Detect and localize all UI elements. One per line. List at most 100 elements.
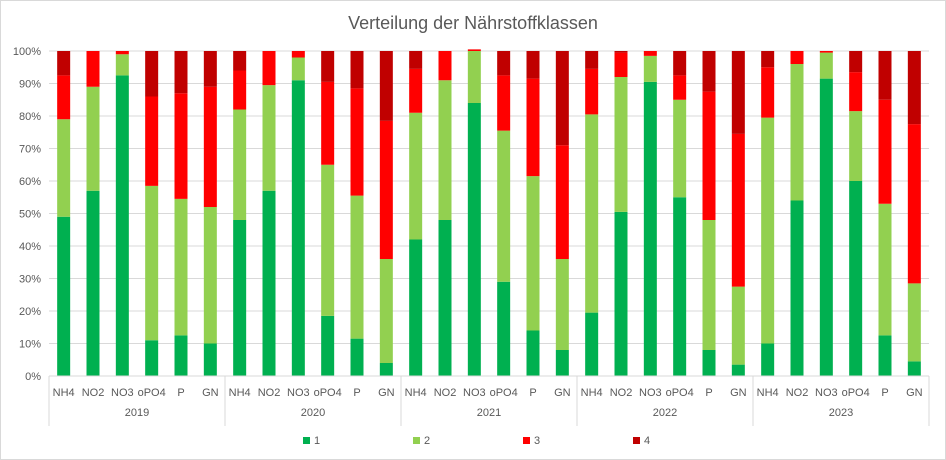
bar-segment-class-3 — [702, 91, 716, 220]
bar-segment-class-3 — [526, 78, 540, 177]
bar-segment-class-2 — [643, 55, 657, 82]
legend-swatch — [523, 437, 530, 444]
bar-segment-class-3 — [497, 75, 511, 131]
bar-segment-class-4 — [761, 51, 775, 68]
bar-segment-class-4 — [145, 51, 159, 97]
x-tick-label: NH4 — [757, 387, 779, 399]
x-tick-label: GN — [202, 387, 219, 399]
bar-segment-class-1 — [585, 312, 599, 376]
group-label: 2019 — [125, 407, 149, 419]
bar-segment-class-1 — [849, 181, 863, 376]
bar-segment-class-1 — [233, 220, 247, 376]
legend-swatch — [303, 437, 310, 444]
y-tick-label: 100% — [13, 46, 41, 58]
bar-segment-class-3 — [86, 51, 100, 87]
bar-segment-class-2 — [907, 283, 921, 362]
bar-segment-class-2 — [731, 286, 745, 365]
bar-segment-class-3 — [731, 133, 745, 287]
y-tick-label: 20% — [19, 306, 41, 318]
x-tick-label: P — [177, 387, 184, 399]
bar-segment-class-3 — [203, 86, 217, 207]
x-tick-label: oPO4 — [138, 387, 166, 399]
bar-segment-class-2 — [409, 112, 423, 240]
x-tick-label: P — [529, 387, 536, 399]
bar-segment-class-2 — [555, 259, 569, 350]
x-tick-label: GN — [378, 387, 395, 399]
x-tick-label: NO3 — [111, 387, 134, 399]
bar-segment-class-1 — [819, 78, 833, 376]
bar-segment-class-3 — [643, 51, 657, 56]
bar-segment-class-2 — [379, 259, 393, 363]
bar-segment-class-4 — [57, 51, 71, 76]
bar-segment-class-2 — [849, 111, 863, 181]
bar-segment-class-3 — [379, 120, 393, 259]
y-tick-label: 50% — [19, 209, 41, 221]
bar-segment-class-2 — [174, 198, 188, 336]
bar-segment-class-2 — [526, 176, 540, 331]
bar-segment-class-1 — [203, 343, 217, 376]
x-tick-label: NO2 — [434, 387, 457, 399]
bar-segment-class-1 — [497, 281, 511, 376]
bar-segment-class-2 — [86, 86, 100, 191]
bar-segment-class-3 — [673, 75, 687, 100]
bars — [57, 49, 921, 376]
bar-segment-class-4 — [731, 51, 745, 134]
x-tick-label: GN — [554, 387, 571, 399]
bar-segment-class-4 — [497, 51, 511, 76]
bar-segment-class-1 — [878, 335, 892, 376]
bar-segment-class-3 — [555, 145, 569, 259]
bar-segment-class-3 — [878, 99, 892, 204]
bar-segment-class-1 — [86, 190, 100, 376]
bar-segment-class-2 — [702, 220, 716, 350]
bar-segment-class-4 — [321, 51, 335, 82]
bar-segment-class-4 — [849, 51, 863, 73]
bar-segment-class-2 — [819, 52, 833, 79]
bar-segment-class-3 — [585, 68, 599, 115]
bar-segment-class-3 — [409, 68, 423, 113]
bar-segment-class-3 — [849, 72, 863, 112]
bar-segment-class-3 — [761, 67, 775, 118]
bar-segment-class-4 — [409, 51, 423, 69]
x-tick-label: NH4 — [53, 387, 75, 399]
x-tick-label: NH4 — [229, 387, 251, 399]
x-tick-label: NO3 — [463, 387, 486, 399]
bar-segment-class-3 — [291, 51, 305, 58]
bar-segment-class-2 — [291, 57, 305, 81]
group-label: 2023 — [829, 407, 853, 419]
bar-segment-class-1 — [790, 200, 804, 376]
bar-segment-class-1 — [438, 220, 452, 376]
bar-segment-class-4 — [585, 51, 599, 69]
legend-label: 1 — [314, 435, 320, 447]
bar-segment-class-3 — [467, 49, 481, 51]
bar-segment-class-1 — [907, 361, 921, 376]
bar-segment-class-4 — [233, 51, 247, 71]
x-tick-label: NO3 — [287, 387, 310, 399]
x-tick-label: NO2 — [786, 387, 809, 399]
x-tick-label: oPO4 — [314, 387, 342, 399]
bar-segment-class-2 — [673, 99, 687, 198]
legend-label: 3 — [534, 435, 540, 447]
gridlines — [49, 50, 929, 344]
bar-segment-class-1 — [350, 338, 364, 376]
y-tick-label: 40% — [19, 241, 41, 253]
bar-segment-class-3 — [262, 51, 276, 86]
x-tick-label: NO2 — [258, 387, 281, 399]
x-tick-label: P — [881, 387, 888, 399]
bar-segment-class-2 — [203, 207, 217, 344]
bar-segment-class-1 — [614, 211, 628, 376]
bar-segment-class-3 — [57, 75, 71, 120]
group-label: 2022 — [653, 407, 677, 419]
bar-segment-class-1 — [731, 364, 745, 376]
bar-segment-class-2 — [497, 130, 511, 282]
bar-segment-class-2 — [467, 51, 481, 103]
bar-segment-class-2 — [321, 164, 335, 316]
x-tick-label: NO2 — [82, 387, 105, 399]
bar-segment-class-2 — [878, 203, 892, 336]
bar-segment-class-1 — [145, 340, 159, 376]
bar-segment-class-3 — [790, 51, 804, 64]
bar-segment-class-4 — [702, 51, 716, 92]
bar-segment-class-1 — [409, 239, 423, 376]
bar-segment-class-3 — [233, 70, 247, 110]
